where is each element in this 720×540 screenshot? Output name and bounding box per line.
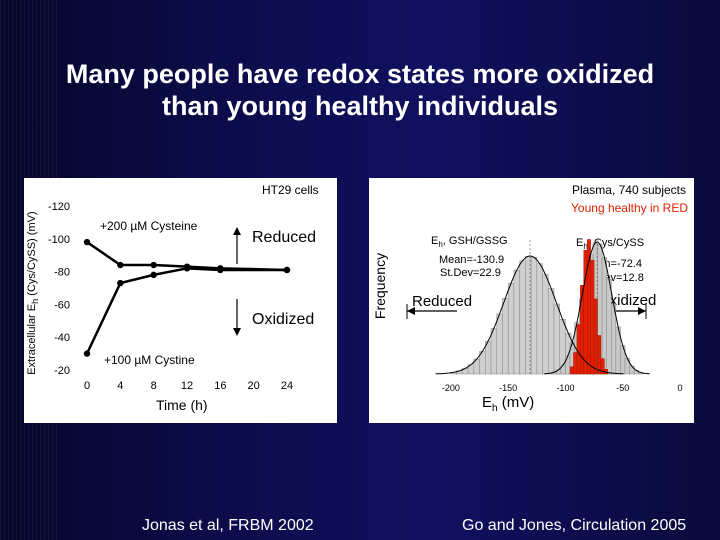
x-tick-label: -100 (556, 383, 574, 393)
series-1-point (83, 238, 91, 246)
x-tick-label: 24 (281, 380, 293, 392)
gsh-histogram-bar (490, 328, 497, 375)
young-healthy-bar (569, 366, 574, 375)
young-healthy-bar (576, 324, 581, 375)
left-oxidized-label: Oxidized (252, 311, 315, 328)
gsh-histogram-bar (548, 288, 555, 375)
series-2-point (183, 265, 191, 272)
young-healthy-bar (573, 352, 578, 375)
right-chart-title: Plasma, 740 subjects (571, 183, 686, 197)
series-2-point (283, 266, 291, 274)
series-line-1 (86, 241, 288, 272)
ht29-line-chart: -120 -100 -80 -60 -40 -20 0 4 8 12 16 20 24 (48, 201, 293, 392)
x-tick-label: 16 (214, 380, 226, 392)
title-line-2: than young healthy individuals (161, 91, 559, 121)
x-tick-label: 8 (151, 380, 157, 392)
y-tick-label: -80 (54, 267, 70, 279)
right-chart-subtitle: Young healthy in RED (571, 201, 688, 215)
series-2-point (117, 279, 124, 287)
reduced-arrow-head (233, 227, 241, 235)
series-2-point (217, 266, 224, 274)
oxidized-right-arrow-head (638, 307, 646, 315)
plasma-histogram: -200 -150 -100 -50 0 (406, 239, 683, 393)
series-1-point (150, 261, 157, 269)
y-tick-label: -100 (48, 234, 70, 246)
x-tick-label: 20 (248, 380, 260, 392)
left-x-axis-label: Time (h) (156, 397, 208, 413)
oxidized-arrow-head (233, 328, 241, 336)
x-tick-label: 0 (677, 383, 682, 393)
gsh-histogram-bar (542, 274, 549, 375)
reduced-left-arrow-head (407, 307, 415, 315)
x-tick-label: -200 (442, 383, 460, 393)
x-tick-label: -50 (616, 383, 629, 393)
y-tick-label: -60 (54, 299, 70, 311)
y-tick-label: -40 (54, 332, 70, 344)
young-healthy-bar (597, 335, 602, 375)
ht29-chart-panel: HT29 cells Extracellular Eh (Cys/CySS) (… (24, 178, 337, 423)
gsh-histogram-bar (530, 257, 538, 375)
plasma-histogram-panel: Plasma, 740 subjects Young healthy in RE… (369, 178, 694, 423)
cystine-label: +100 µM Cystine (104, 353, 195, 367)
left-chart-title: HT29 cells (262, 183, 319, 197)
x-tick-label: 4 (117, 380, 123, 392)
gsh-mean: Mean=-130.9 (439, 254, 505, 266)
series-line-2 (85, 267, 287, 355)
gsh-histogram-bar (496, 313, 503, 375)
cysteine-label: +200 µM Cysteine (100, 219, 198, 233)
gsh-eh-label: Eh, GSH/GSSG (431, 235, 508, 250)
young-healthy-bar (580, 285, 584, 375)
left-reduced-label: Reduced (252, 229, 317, 246)
y-tick-label: -20 (54, 365, 70, 377)
series-2-point (83, 350, 91, 357)
title-line-1: Many people have redox states more oxidi… (65, 59, 655, 89)
cys-histogram-bar (601, 257, 607, 375)
citation-left: Jonas et al, FRBM 2002 (142, 517, 314, 534)
gsh-histogram-bar (553, 303, 560, 375)
young-healthy-bar (600, 358, 605, 375)
young-healthy-bar (583, 250, 588, 375)
citation-right: Go and Jones, Circulation 2005 (462, 517, 687, 534)
y-tick-label: -120 (48, 201, 70, 213)
cys-histogram-bar (606, 278, 612, 375)
gsh-fit-curve (435, 255, 624, 375)
gsh-histogram-bar (502, 298, 509, 375)
young-healthy-bar (590, 259, 595, 375)
x-tick-label: -150 (499, 383, 517, 393)
gsh-histogram-bar (507, 283, 515, 375)
x-tick-label: 0 (84, 380, 90, 392)
gsh-histogram-bar (513, 269, 520, 375)
gsh-sd: St.Dev=22.9 (440, 267, 501, 279)
gsh-histogram-bar (536, 263, 543, 375)
x-tick-label: 12 (181, 380, 193, 392)
slide-title: Many people have redox states more oxidi… (0, 58, 720, 122)
right-reduced-label: Reduced (412, 293, 473, 310)
right-x-axis-label: Eh (mV) (482, 394, 535, 414)
series-1-point (117, 261, 124, 269)
gsh-histogram-bar (485, 340, 492, 375)
gsh-histogram-bar (519, 260, 526, 375)
series-2-point (150, 271, 157, 279)
